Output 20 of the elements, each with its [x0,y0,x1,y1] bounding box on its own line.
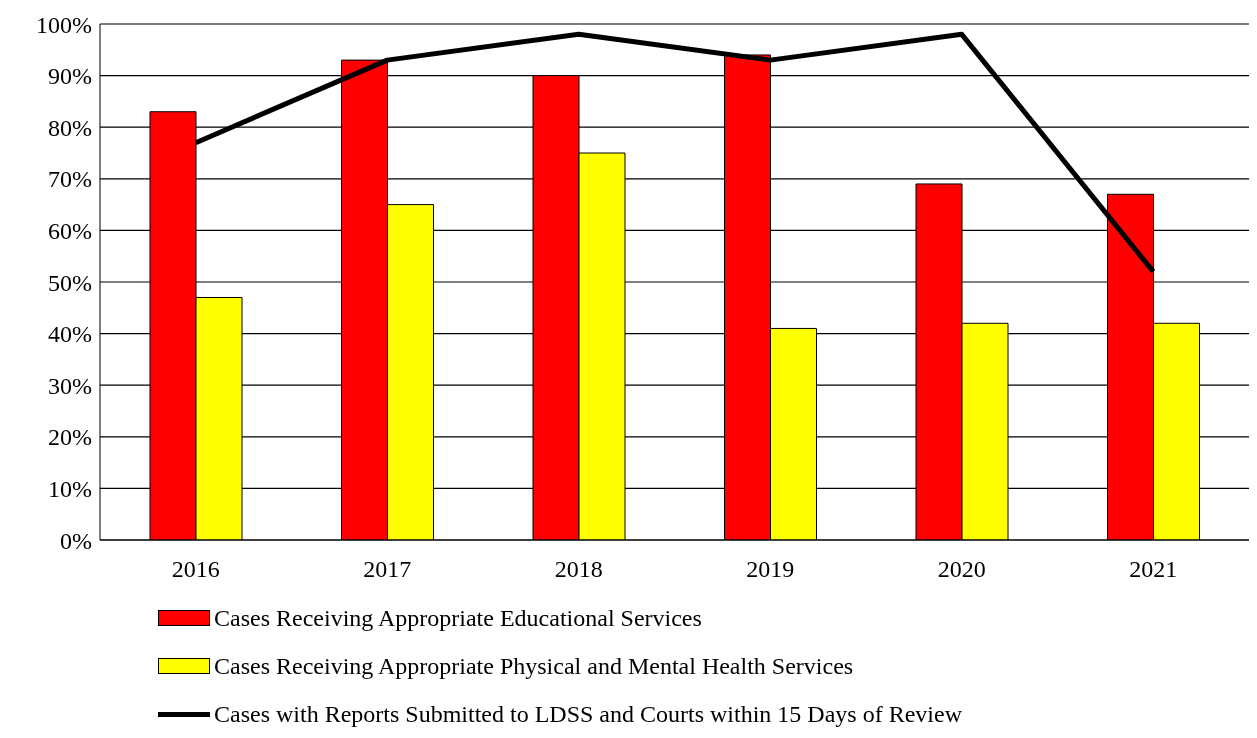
y-tick-label: 90% [48,63,92,90]
x-tick-label: 2019 [746,556,795,583]
x-tick-label: 2017 [363,556,412,583]
y-tick-label: 100% [36,11,92,38]
y-tick-label: 70% [48,166,92,193]
x-tick-label: 2016 [171,556,220,583]
legend-label: Cases with Reports Submitted to LDSS and Courts within 15 Days of Review [214,700,962,728]
y-tick-label: 30% [48,372,92,399]
y-tick-label: 40% [48,321,92,348]
x-tick-label: 2018 [554,556,603,583]
x-tick-label: 2020 [937,556,986,583]
legend-label: Cases Receiving Appropriate Educational Services [214,604,702,632]
y-tick-label: 20% [48,424,92,451]
y-tick-label: 80% [48,114,92,141]
y-tick-label: 0% [60,527,92,554]
y-tick-label: 50% [48,269,92,296]
y-tick-label: 10% [48,475,92,502]
legend-label: Cases Receiving Appropriate Physical and Mental Health Services [214,652,854,680]
y-tick-label: 60% [48,217,92,244]
x-tick-label: 2021 [1129,556,1178,583]
